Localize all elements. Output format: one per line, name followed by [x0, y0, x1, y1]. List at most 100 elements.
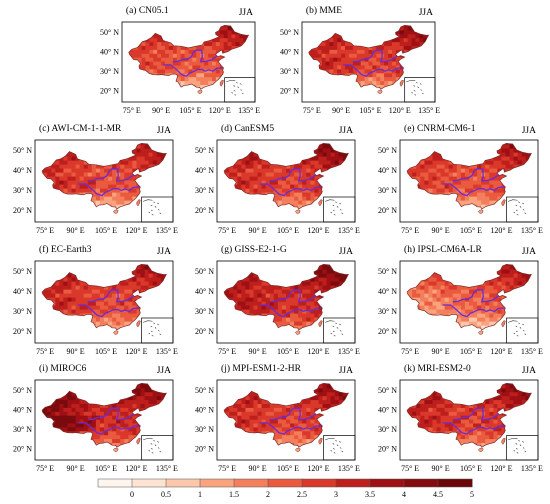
nine-dash-line [335, 201, 338, 203]
nine-dash-line [235, 82, 238, 84]
inset-coast [508, 199, 518, 202]
lon-tick-label: 120° E [389, 106, 411, 115]
lon-tick-label: 105° E [95, 347, 117, 356]
lat-tick-label: 20° N [378, 206, 397, 215]
colorbar-swatch [199, 478, 235, 488]
lon-tick-label: 120° E [307, 226, 329, 235]
colorbar-tick-label: 1 [198, 490, 202, 499]
nine-dash-line [153, 322, 156, 324]
country-border [223, 143, 349, 210]
colorbar-swatch [165, 478, 201, 488]
lon-tick-label: 75° E [401, 226, 419, 235]
lon-tick-label: 90° E [67, 464, 85, 473]
panel-title: (d) CanESM5 [221, 123, 274, 134]
lat-tick-label: 40° N [100, 47, 119, 56]
nine-dash-line [150, 204, 153, 207]
yangtze-river [259, 304, 322, 318]
yangtze-river [343, 64, 403, 77]
taiwan-island [219, 79, 224, 87]
map-svg: (d) CanESM5 JJA 50° N 40° N 30° N 20° N 75° E 9… [195, 123, 360, 235]
season-label: JJA [522, 126, 536, 136]
hainan-island [294, 330, 301, 335]
map-svg: (a) CN05.1 JJA 50° N 40° N 30° N 20° N 75° E 90… [100, 5, 260, 115]
season-label: JJA [239, 8, 253, 18]
taiwan-island [136, 437, 141, 445]
yellow-river [269, 289, 317, 303]
nine-dash-line [341, 212, 344, 214]
country-border [406, 143, 532, 210]
nine-dash-line [522, 441, 525, 443]
map-svg: (e) CNRM-CM6-1 JJA 50° N 40° N 30° N 20° N 75°… [378, 123, 543, 235]
lat-tick-label: 20° N [378, 444, 397, 453]
nine-dash-line [330, 332, 333, 335]
map-svg: (f) EC-Earth3 JJA 50° N 40° N 30° N 20° N 75° … [13, 244, 178, 356]
inset-coast [508, 320, 518, 323]
colorbar-swatch [131, 478, 167, 488]
nine-dash-line [415, 82, 418, 84]
nine-dash-line [513, 332, 516, 335]
nine-dash-line [157, 447, 160, 449]
lon-tick-label: 105° E [460, 464, 482, 473]
yellow-river [269, 407, 317, 421]
nine-dash-line [421, 92, 424, 95]
panel-j: (j) MPI-ESM1-2-HR JJA 50° N 40° N 30° N 20° N… [183, 360, 363, 476]
lon-tick-label: 105° E [179, 106, 201, 115]
colorbar: 0 0.5 1 1.5 2 2.5 3 3.5 4 4.5 5 [92, 477, 478, 499]
lon-tick-label: 120° E [307, 347, 329, 356]
nine-dash-line [157, 202, 160, 205]
nine-dash-line [150, 443, 153, 445]
lon-tick-label: 120° E [490, 347, 512, 356]
hainan-island [477, 447, 484, 453]
lat-tick-label: 30° N [378, 307, 397, 316]
lon-tick-label: 135° E [521, 464, 543, 473]
nine-dash-line [336, 206, 339, 208]
season-label: JJA [157, 126, 171, 136]
nine-dash-line [339, 447, 342, 449]
lon-tick-label: 75° E [218, 464, 236, 473]
lat-tick-label: 50° N [195, 267, 214, 276]
nine-dash-line [339, 323, 342, 326]
nine-dash-line [154, 444, 157, 447]
nine-dash-line [151, 335, 154, 337]
nine-dash-line [153, 201, 156, 203]
lon-tick-label: 105° E [277, 347, 299, 356]
panel-title: (k) MRI-ESM2-0 [404, 363, 471, 374]
yellow-river [452, 289, 500, 303]
lon-tick-label: 105° E [359, 106, 381, 115]
nine-dash-line [411, 91, 414, 94]
season-label: JJA [419, 8, 433, 18]
country-border [223, 382, 349, 448]
colorbar-swatch [267, 478, 303, 488]
nine-dash-line [339, 208, 342, 211]
map-svg: (g) GISS-E2-1-G JJA 50° N 40° N 30° N 20° N 75… [195, 244, 360, 356]
lon-tick-label: 135° E [156, 226, 178, 235]
yellow-river [452, 407, 500, 421]
nine-dash-line [419, 83, 422, 85]
south-china-sea-inset [506, 317, 539, 344]
nine-dash-line [332, 325, 335, 328]
colorbar-tick-label: 4 [402, 490, 406, 499]
lat-tick-label: 50° N [13, 386, 32, 395]
hainan-island [197, 89, 203, 95]
lon-tick-label: 90° E [432, 226, 450, 235]
lon-tick-label: 120° E [209, 106, 231, 115]
hainan-island [294, 209, 301, 214]
lon-tick-label: 120° E [307, 464, 329, 473]
nine-dash-line [339, 441, 342, 443]
lon-tick-label: 90° E [152, 106, 170, 115]
map-svg: (j) MPI-ESM1-2-HR JJA 50° N 40° N 30° N 20° N… [195, 363, 360, 473]
country-border [406, 264, 532, 331]
country-border [128, 24, 250, 90]
lat-tick-label: 50° N [280, 28, 299, 37]
lon-tick-label: 90° E [249, 347, 267, 356]
lon-tick-label: 105° E [95, 226, 117, 235]
colorbar-tick-label: 2 [266, 490, 270, 499]
nine-dash-line [515, 209, 518, 212]
nine-dash-line [515, 204, 518, 207]
lon-tick-label: 75° E [401, 464, 419, 473]
nine-dash-line [330, 211, 333, 214]
taiwan-island [399, 79, 404, 87]
map-frame [34, 139, 174, 223]
nine-dash-line [150, 448, 153, 450]
nine-dash-line [231, 91, 234, 94]
